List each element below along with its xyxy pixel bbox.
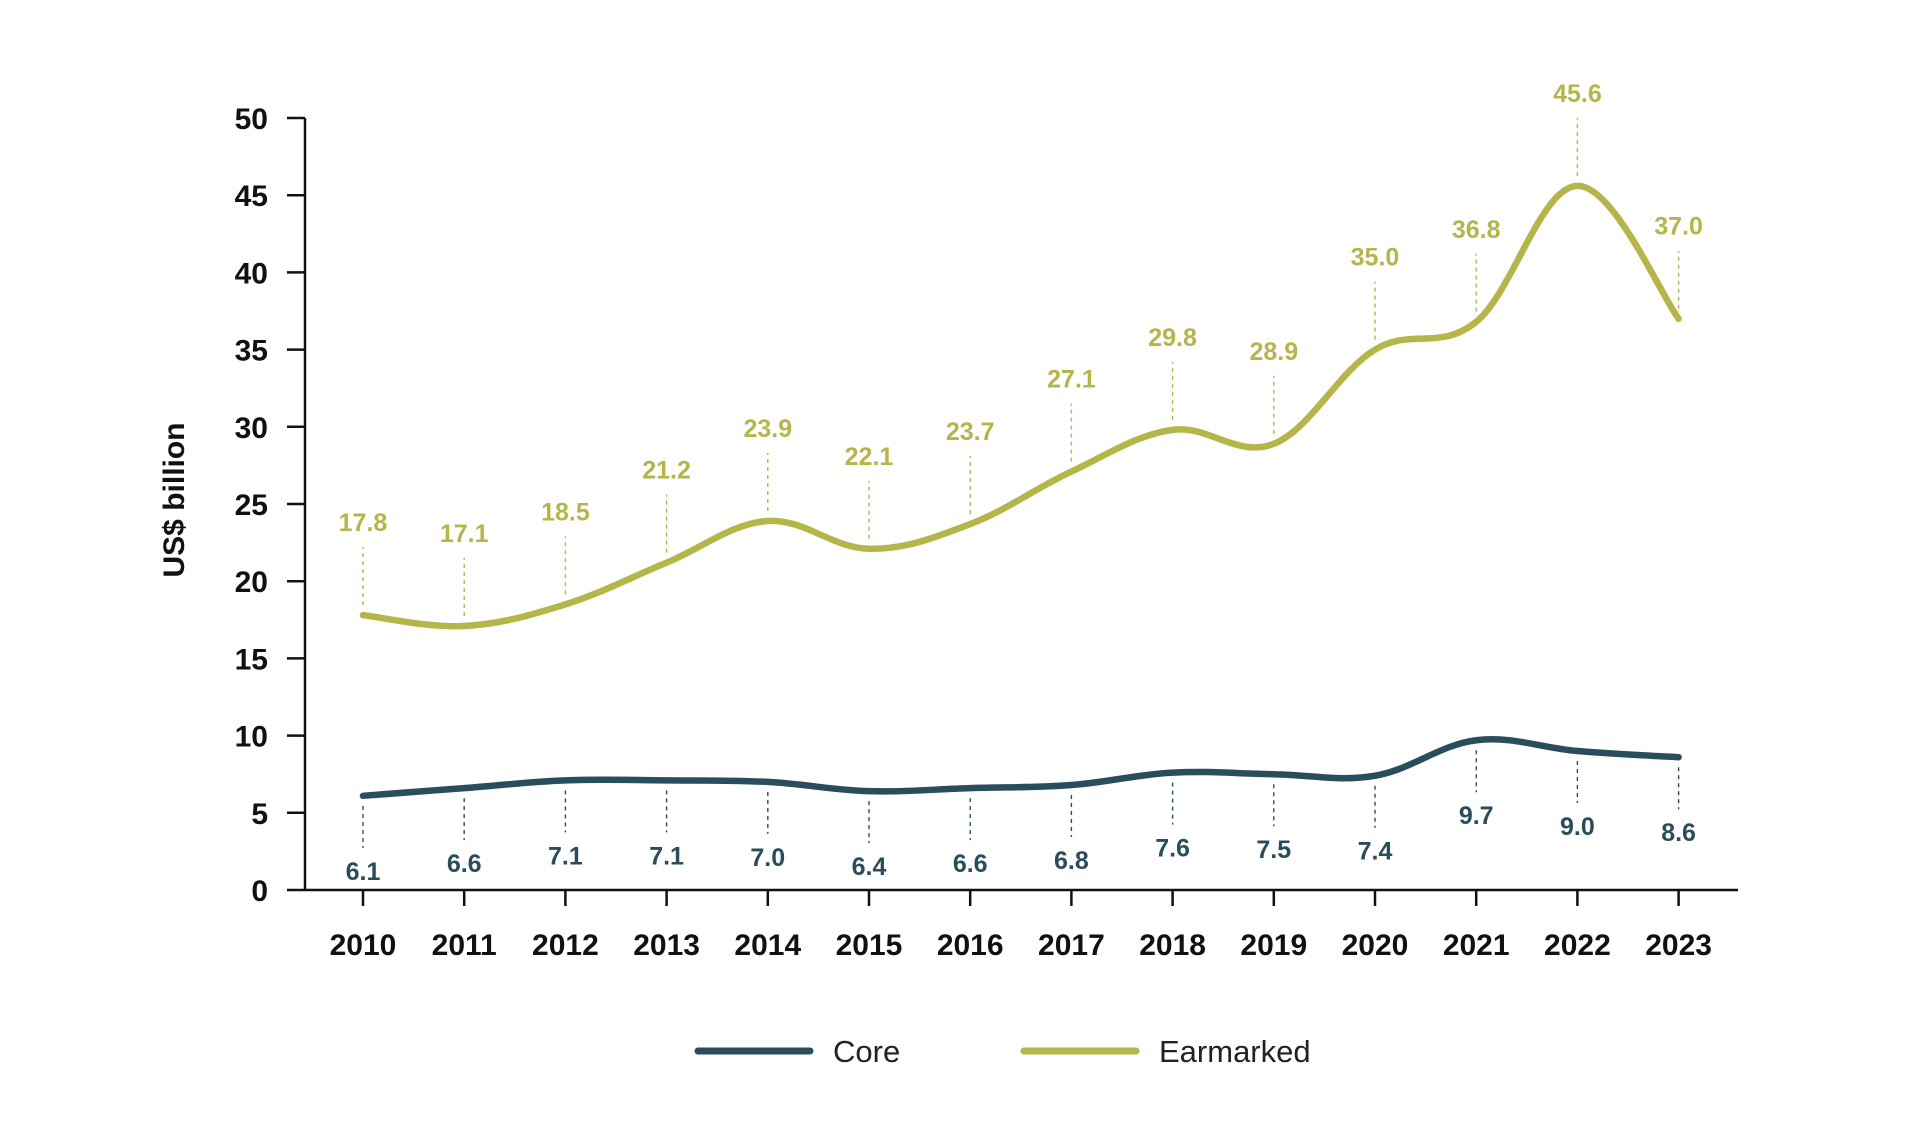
series-line-core xyxy=(359,736,1682,800)
legend: Core Earmarked xyxy=(694,1034,1311,1069)
x-tick-label: 2021 xyxy=(1443,929,1510,962)
data-label-core: 7.1 xyxy=(649,842,684,870)
data-label-earmarked: 23.9 xyxy=(743,415,792,443)
data-label-core: 7.4 xyxy=(1358,838,1393,866)
data-label-core: 7.5 xyxy=(1256,836,1291,864)
x-tick-label: 2019 xyxy=(1240,929,1307,962)
x-tick-label: 2017 xyxy=(1038,929,1105,962)
x-tick-label: 2023 xyxy=(1645,929,1712,962)
data-label-core: 9.0 xyxy=(1560,813,1595,841)
series-layer: 6.1 6.6 7.1 7.1 7.0 6.4 6.6 6.8 7.6 7.5 7.4 9.7 9.0 8… xyxy=(339,80,1703,886)
y-axis-ticks: 0 5 10 15 20 25 30 35 40 45 50 xyxy=(235,103,305,908)
data-label-earmarked: 35.0 xyxy=(1351,244,1400,272)
data-label-earmarked: 21.2 xyxy=(642,457,691,485)
data-label-earmarked: 18.5 xyxy=(541,498,590,526)
data-label-core: 6.6 xyxy=(953,850,988,878)
series-core: 6.1 6.6 7.1 7.1 7.0 6.4 6.6 6.8 7.6 7.5 7.4 9.7 9.0 8… xyxy=(346,736,1696,886)
data-label-core: 7.6 xyxy=(1155,835,1190,863)
x-tick-label: 2012 xyxy=(532,929,599,962)
data-label-core: 9.7 xyxy=(1459,802,1494,830)
y-tick-label: 10 xyxy=(235,721,268,754)
data-label-earmarked: 37.0 xyxy=(1654,213,1703,241)
x-tick-label: 2016 xyxy=(937,929,1004,962)
y-tick-label: 30 xyxy=(235,412,268,445)
y-tick-label: 15 xyxy=(235,643,268,676)
data-label-earmarked: 23.7 xyxy=(946,418,995,446)
legend-label-core: Core xyxy=(833,1034,900,1069)
legend-item-earmarked: Earmarked xyxy=(1020,1034,1311,1069)
data-label-core: 8.6 xyxy=(1661,819,1696,847)
x-tick-label: 2014 xyxy=(734,929,801,962)
x-tick-label: 2022 xyxy=(1544,929,1611,962)
x-tick-label: 2020 xyxy=(1342,929,1409,962)
x-tick-label: 2015 xyxy=(836,929,903,962)
axes xyxy=(303,118,1738,892)
legend-item-core: Core xyxy=(694,1034,900,1069)
y-tick-label: 25 xyxy=(235,489,268,522)
x-tick-label: 2010 xyxy=(330,929,397,962)
y-tick-label: 20 xyxy=(235,566,268,599)
data-label-earmarked: 36.8 xyxy=(1452,216,1501,244)
x-tick-label: 2011 xyxy=(432,929,497,962)
data-label-earmarked: 17.1 xyxy=(440,520,489,548)
data-label-earmarked: 45.6 xyxy=(1553,80,1602,108)
data-label-core: 7.1 xyxy=(548,842,583,870)
legend-label-earmarked: Earmarked xyxy=(1159,1034,1311,1069)
data-label-core: 6.1 xyxy=(346,858,381,886)
data-label-core: 7.0 xyxy=(750,844,785,872)
y-tick-label: 5 xyxy=(251,798,268,831)
data-label-earmarked: 27.1 xyxy=(1047,366,1096,394)
data-label-earmarked: 22.1 xyxy=(845,443,894,471)
data-label-core: 6.8 xyxy=(1054,847,1089,875)
y-tick-label: 40 xyxy=(235,257,268,290)
x-tick-label: 2013 xyxy=(633,929,700,962)
data-label-core: 6.6 xyxy=(447,850,482,878)
y-tick-label: 45 xyxy=(235,180,268,213)
data-label-earmarked: 29.8 xyxy=(1148,324,1197,352)
y-tick-label: 35 xyxy=(235,335,268,368)
y-tick-label: 0 xyxy=(251,875,268,908)
x-axis-ticks: 2010 2011 2012 2013 2014 2015 2016 2017 2018 2019… xyxy=(330,890,1712,962)
series-earmarked: 17.8 17.1 18.5 21.2 23.9 22.1 23.7 27.1 29.8 28.9… xyxy=(339,80,1703,630)
data-label-earmarked: 17.8 xyxy=(339,509,388,537)
series-line-earmarked xyxy=(359,182,1682,630)
y-axis-label: US$ billion xyxy=(158,422,191,577)
x-tick-label: 2018 xyxy=(1139,929,1206,962)
y-tick-label: 50 xyxy=(235,103,268,136)
data-label-core: 6.4 xyxy=(852,853,887,881)
data-label-earmarked: 28.9 xyxy=(1249,338,1298,366)
